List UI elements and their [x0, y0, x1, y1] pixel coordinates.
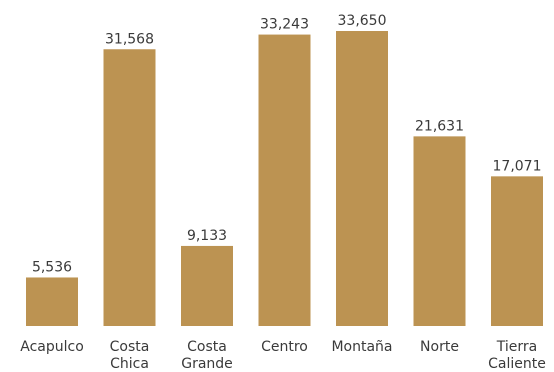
value-label-5: 21,631 — [415, 118, 464, 134]
category-label-5: Norte — [420, 339, 459, 355]
category-label-1-line-0: Costa — [110, 339, 150, 355]
value-label-3: 33,243 — [260, 17, 309, 33]
bar-3 — [258, 34, 311, 326]
category-label-6-line-0: Tierra — [496, 339, 537, 355]
value-label-0: 5,536 — [32, 259, 72, 275]
bar-2 — [181, 245, 233, 326]
bar-5 — [413, 136, 466, 326]
bar-6 — [491, 176, 543, 326]
value-label-4: 33,650 — [338, 13, 387, 29]
category-label-3: Centro — [261, 339, 308, 355]
value-label-1: 31,568 — [105, 31, 154, 47]
bar-4 — [336, 31, 388, 326]
category-label-2-line-1: Grande — [181, 356, 233, 372]
category-label-0: Acapulco — [20, 339, 84, 355]
value-label-2: 9,133 — [187, 228, 227, 244]
value-label-6: 17,071 — [493, 158, 542, 174]
bar-0 — [26, 277, 78, 326]
category-label-1-line-1: Chica — [110, 356, 149, 372]
bar-1 — [103, 49, 156, 326]
category-label-2-line-0: Costa — [187, 339, 227, 355]
category-label-6-line-1: Caliente — [488, 356, 546, 372]
category-label-4: Montaña — [331, 339, 392, 355]
